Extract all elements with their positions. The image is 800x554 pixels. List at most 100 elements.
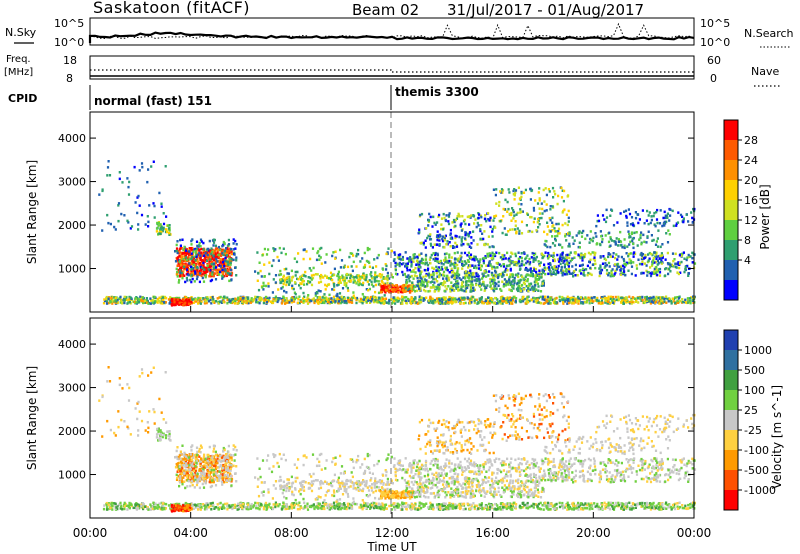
power-cell: [177, 281, 180, 284]
power-cell: [420, 252, 423, 255]
power-cell: [516, 281, 519, 285]
power-cell: [626, 224, 629, 227]
power-cell: [601, 262, 605, 265]
power-cell: [549, 205, 552, 208]
power-cell: [204, 275, 207, 279]
power-cell: [408, 279, 411, 283]
power-cell: [236, 298, 240, 301]
power-cell: [578, 246, 581, 249]
power-cell: [202, 297, 205, 300]
power-cell: [158, 232, 161, 235]
power-cell: [489, 284, 492, 287]
power-cell: [430, 253, 433, 257]
power-cell: [317, 281, 321, 284]
power-cell: [491, 265, 494, 268]
power-cell: [631, 300, 634, 303]
power-cell: [199, 272, 202, 275]
power-cell: [446, 240, 449, 243]
power-cell: [212, 254, 215, 257]
power-cell: [632, 255, 635, 258]
power-cell: [589, 237, 592, 241]
power-cell: [187, 299, 190, 302]
power-cell: [587, 271, 590, 275]
power-cell: [589, 298, 592, 301]
power-cell: [544, 268, 547, 271]
power-cell: [147, 302, 150, 305]
velocity-cell: [218, 502, 221, 505]
power-cell: [418, 287, 421, 291]
power-cell: [434, 257, 437, 260]
power-cell: [501, 253, 504, 257]
power-cell: [385, 264, 388, 268]
power-cell: [189, 278, 192, 282]
power-cell: [293, 257, 296, 260]
power-cell: [219, 295, 222, 299]
power-cell: [534, 199, 537, 202]
power-cell: [470, 299, 473, 302]
power-cell: [567, 194, 570, 197]
power-cell: [426, 236, 429, 240]
velocity-cell: [137, 504, 140, 508]
power-cell: [412, 253, 415, 257]
power-cell: [418, 253, 421, 257]
power-cell: [442, 212, 445, 216]
power-cell: [672, 224, 675, 228]
power-cell: [605, 216, 609, 219]
power-cell: [609, 253, 612, 256]
power-cell: [443, 252, 447, 256]
power-cell: [248, 299, 252, 303]
power-cell: [458, 235, 461, 239]
power-cell: [680, 260, 683, 264]
power-cell: [333, 288, 336, 292]
power-cell: [449, 233, 452, 237]
power-cell: [244, 301, 247, 304]
power-cell: [526, 278, 529, 281]
power-cell: [533, 286, 536, 289]
power-cell: [622, 302, 625, 305]
power-cell: [549, 230, 552, 233]
power-cell: [177, 303, 180, 306]
power-cell: [592, 257, 595, 261]
power-cell: [403, 272, 406, 276]
power-cell: [604, 265, 607, 268]
power-cell: [665, 295, 668, 298]
power-cell: [512, 193, 515, 196]
power-cell: [434, 259, 437, 262]
power-cell: [480, 215, 483, 219]
power-cell: [533, 280, 536, 284]
power-cell: [207, 257, 210, 261]
power-cell: [498, 204, 501, 207]
power-cell: [224, 262, 227, 266]
power-cell: [551, 216, 554, 220]
power-cell: [232, 238, 235, 241]
power-cell: [114, 299, 117, 302]
power-cell: [300, 282, 303, 286]
power-cell: [184, 301, 187, 305]
power-cell: [537, 217, 540, 221]
power-cell: [465, 262, 468, 265]
power-cell: [335, 294, 338, 297]
power-cell: [569, 259, 572, 263]
power-cell: [527, 230, 530, 233]
power-cell: [136, 301, 140, 304]
power-cell: [574, 268, 577, 271]
power-cell: [304, 270, 307, 274]
power-cell: [179, 269, 182, 272]
colorbar-segment: [724, 240, 738, 261]
power-cell: [175, 249, 178, 253]
power-cell: [221, 260, 225, 264]
power-cell: [198, 241, 201, 245]
power-cell: [428, 276, 431, 279]
power-cell: [101, 229, 104, 232]
power-cell: [336, 297, 339, 300]
power-cell: [181, 261, 184, 264]
power-cell: [472, 273, 475, 276]
power-cell: [346, 265, 350, 269]
power-cell: [377, 274, 380, 278]
power-cell: [159, 232, 162, 235]
power-cell: [324, 261, 327, 264]
power-cell: [495, 275, 498, 278]
power-cell: [581, 231, 584, 235]
power-cell: [180, 254, 183, 257]
power-cell: [653, 267, 656, 271]
